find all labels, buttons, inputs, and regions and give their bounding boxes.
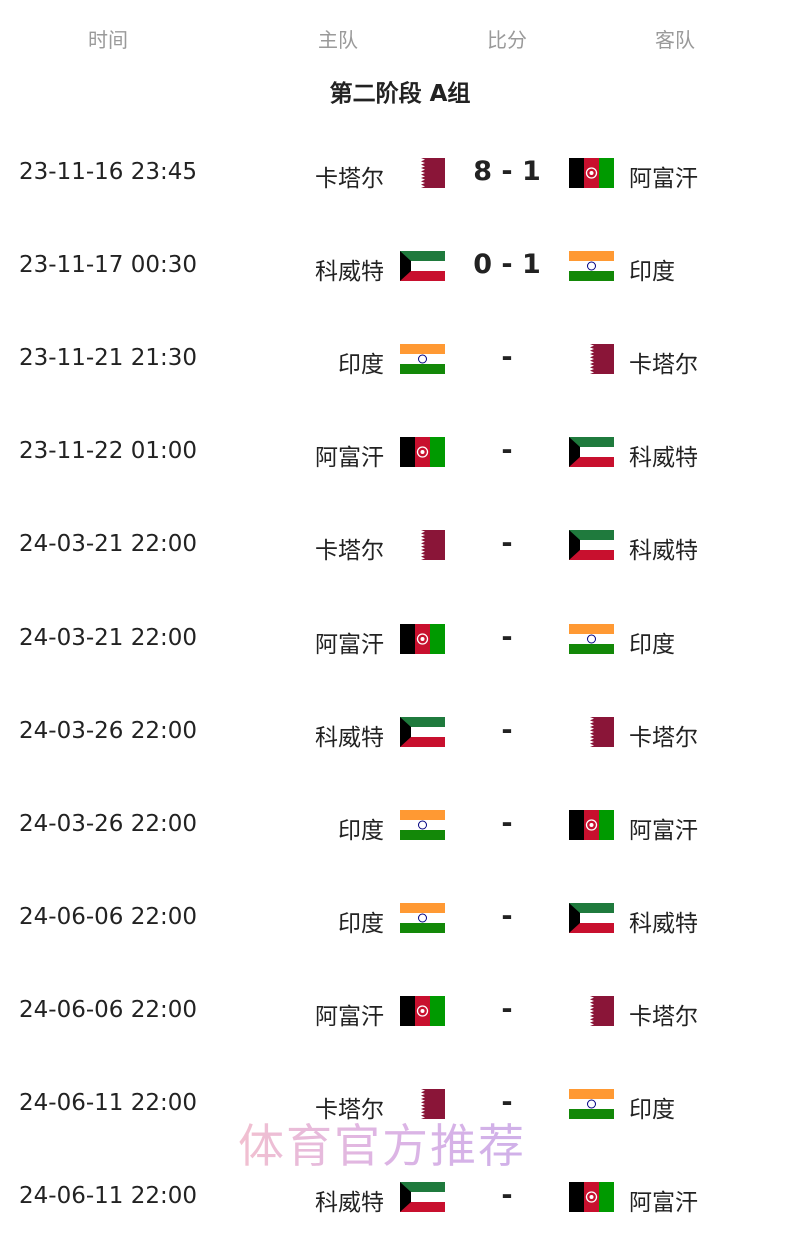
match-row[interactable]: 24-06-11 22:00 卡塔尔 - 印度 (0, 1074, 800, 1134)
afghanistan-flag-icon (400, 623, 445, 654)
column-header-time: 时间 (88, 28, 128, 52)
match-score: - (501, 1180, 513, 1212)
match-row[interactable]: 23-11-16 23:45 卡塔尔 8 - 1 阿富汗 (0, 143, 800, 203)
away-team: 印度 (629, 1097, 675, 1123)
away-team: 卡塔尔 (629, 1003, 698, 1030)
home-team: 印度 (338, 352, 384, 379)
india-flag-icon (569, 251, 614, 282)
away-team: 阿富汗 (629, 817, 698, 844)
away-team: 卡塔尔 (629, 724, 698, 751)
india-flag-icon (400, 809, 445, 840)
away-team: 印度 (629, 259, 675, 286)
match-score: - (501, 1087, 513, 1118)
match-row[interactable]: 23-11-17 00:30 科威特 0 - 1 印度 (0, 236, 800, 296)
india-flag-icon (400, 902, 445, 933)
away-team: 科威特 (629, 910, 698, 937)
match-row[interactable]: 23-11-21 21:30 印度 - 卡塔尔 (0, 329, 800, 389)
afghanistan-flag-icon (569, 809, 614, 840)
home-team: 卡塔尔 (315, 538, 384, 565)
match-row[interactable]: 24-03-21 22:00 卡塔尔 - 科威特 (0, 515, 800, 575)
home-team: 阿富汗 (315, 445, 384, 472)
away-team: 卡塔尔 (629, 352, 698, 379)
kuwait-flag-icon (400, 1182, 445, 1213)
match-score: - (501, 807, 513, 839)
match-row[interactable]: 24-06-06 22:00 印度 - 科威特 (0, 888, 800, 948)
match-score: 8 - 1 (473, 156, 541, 187)
qatar-flag-icon (400, 1089, 445, 1119)
afghanistan-flag-icon (400, 437, 445, 468)
match-time: 24-03-26 22:00 (19, 717, 197, 744)
home-team: 科威特 (315, 724, 384, 751)
match-score: - (501, 900, 513, 932)
qatar-flag-icon (569, 995, 614, 1026)
qatar-flag-icon (569, 344, 614, 375)
qatar-flag-icon (569, 716, 614, 747)
match-time: 23-11-21 21:30 (19, 345, 197, 372)
home-team: 印度 (338, 910, 384, 937)
match-score: 0 - 1 (473, 249, 541, 281)
kuwait-flag-icon (400, 251, 445, 282)
india-flag-icon (400, 344, 445, 375)
match-time: 24-03-21 22:00 (19, 531, 197, 558)
india-flag-icon (569, 623, 614, 654)
match-time: 23-11-22 01:00 (19, 438, 197, 465)
home-team: 科威特 (315, 1190, 384, 1217)
match-row[interactable]: 23-11-22 01:00 阿富汗 - 科威特 (0, 422, 800, 482)
match-time: 23-11-16 23:45 (19, 159, 197, 185)
qatar-flag-icon (400, 158, 445, 188)
home-team: 阿富汗 (315, 631, 384, 658)
afghanistan-flag-icon (569, 158, 614, 188)
away-team: 印度 (629, 631, 675, 658)
india-flag-icon (569, 1089, 614, 1119)
away-team: 阿富汗 (629, 166, 698, 192)
home-team: 卡塔尔 (315, 166, 384, 192)
match-time: 24-06-06 22:00 (19, 903, 197, 930)
kuwait-flag-icon (400, 716, 445, 747)
match-row[interactable]: 24-06-11 22:00 科威特 - 阿富汗 (0, 1167, 800, 1227)
afghanistan-flag-icon (400, 995, 445, 1026)
home-team: 阿富汗 (315, 1003, 384, 1030)
kuwait-flag-icon (569, 902, 614, 933)
kuwait-flag-icon (569, 437, 614, 468)
match-time: 24-03-26 22:00 (19, 810, 197, 837)
home-team: 印度 (338, 817, 384, 844)
column-header-away: 客队 (655, 28, 695, 52)
match-time: 24-06-11 22:00 (19, 1183, 197, 1210)
match-time: 23-11-17 00:30 (19, 252, 197, 279)
afghanistan-flag-icon (569, 1182, 614, 1213)
home-team: 科威特 (315, 259, 384, 286)
match-score: - (501, 993, 513, 1025)
match-time: 24-06-11 22:00 (19, 1090, 197, 1116)
match-score: - (501, 621, 513, 653)
match-row[interactable]: 24-03-26 22:00 印度 - 阿富汗 (0, 795, 800, 855)
match-score: - (501, 528, 513, 560)
away-team: 科威特 (629, 445, 698, 472)
match-time: 24-06-06 22:00 (19, 996, 197, 1023)
match-score: - (501, 435, 513, 467)
column-header-home: 主队 (318, 28, 358, 52)
match-row[interactable]: 24-06-06 22:00 阿富汗 - 卡塔尔 (0, 981, 800, 1041)
match-row[interactable]: 24-03-26 22:00 科威特 - 卡塔尔 (0, 702, 800, 762)
away-team: 科威特 (629, 538, 698, 565)
kuwait-flag-icon (569, 530, 614, 561)
match-row[interactable]: 24-03-21 22:00 阿富汗 - 印度 (0, 609, 800, 669)
qatar-flag-icon (400, 530, 445, 561)
home-team: 卡塔尔 (315, 1097, 384, 1123)
match-score: - (501, 342, 513, 374)
group-title: 第二阶段 A组 (329, 81, 471, 107)
match-time: 24-03-21 22:00 (19, 624, 197, 651)
away-team: 阿富汗 (629, 1190, 698, 1217)
column-header-score: 比分 (487, 28, 527, 52)
match-score: - (501, 714, 513, 746)
